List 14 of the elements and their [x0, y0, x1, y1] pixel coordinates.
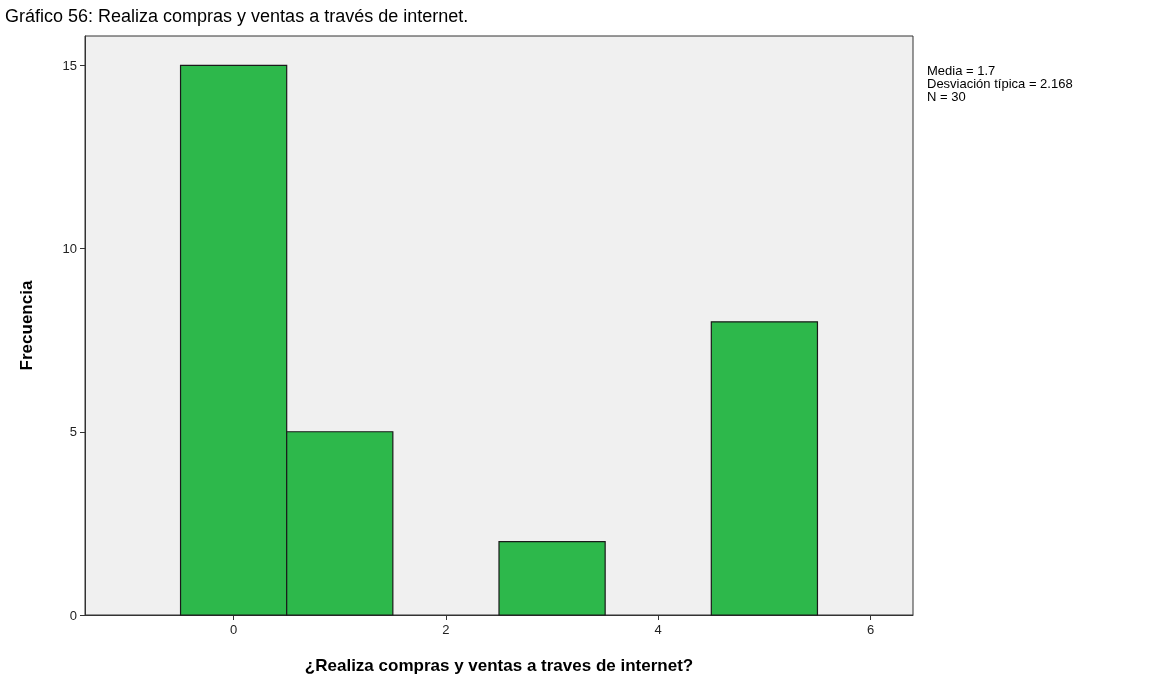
text: Desviación típica = 2.168 — [927, 76, 1073, 91]
chart-title: Gráfico 56: Realiza compras y ventas a través de internet. — [5, 6, 469, 26]
x-tick-label: 4 — [654, 622, 662, 637]
y-tick-label: 15 — [62, 57, 77, 73]
x-tick-label: 0 — [230, 622, 238, 637]
y-tick-label: 0 — [69, 607, 77, 623]
x-tick-label: 2 — [442, 622, 450, 637]
y-axis-title: Frecuencia — [17, 280, 36, 371]
text: Media = 1.7 — [927, 63, 996, 78]
y-tick-label: 5 — [69, 424, 77, 440]
x-axis-title: ¿Realiza compras y ventas a traves de internet? — [304, 656, 694, 675]
x-tick-label: 6 — [866, 622, 875, 637]
text: N = 30 — [927, 89, 966, 104]
y-tick-label: 10 — [62, 241, 77, 257]
